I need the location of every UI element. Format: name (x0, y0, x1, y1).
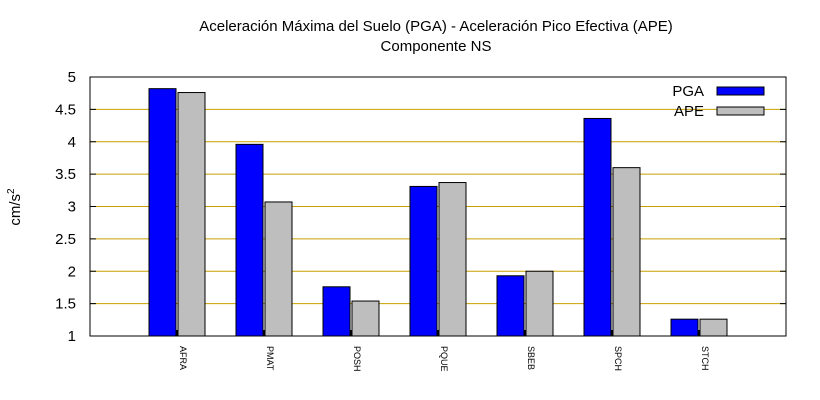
y-tick-label: 3 (68, 199, 76, 216)
chart-subtitle: Componente NS (381, 38, 492, 55)
bar-ape-afra (177, 92, 206, 337)
y-tick-label: 3.5 (55, 166, 76, 183)
bar-ape-pmat (264, 201, 293, 337)
y-tick-label: 4 (68, 134, 76, 151)
y-tick-label: 4.5 (55, 101, 76, 118)
bars (148, 88, 728, 337)
bar-pga-stch (670, 318, 699, 337)
bar-pga-posh (322, 286, 351, 337)
x-tick-label: PMAT (265, 346, 275, 371)
x-tick-label: PQUE (439, 346, 449, 372)
legend-swatch-pga (716, 86, 765, 96)
legend-label-pga: PGA (672, 83, 704, 100)
chart-title: Aceleración Máxima del Suelo (PGA) - Ace… (199, 18, 673, 35)
legend: PGA APE (672, 83, 765, 120)
bar-ape-posh (351, 300, 380, 337)
x-tick-label: POSH (352, 346, 362, 372)
y-tick-label: 1 (68, 328, 76, 345)
bar-pga-spch (583, 117, 612, 337)
bar-pga-pque (409, 185, 438, 337)
plot-frame (89, 76, 787, 337)
x-tick-label: STCH (700, 346, 710, 371)
y-axis-label-exponent: 2 (6, 188, 17, 194)
gridlines (90, 76, 786, 337)
legend-label-ape: APE (674, 103, 704, 120)
bar-ape-stch (699, 318, 728, 337)
x-tick-label: SBEB (526, 346, 536, 370)
bar-pga-afra (148, 88, 177, 337)
y-tick-label: 1.5 (55, 296, 76, 313)
bar-pga-pmat (235, 143, 264, 337)
x-tick-label: SPCH (613, 346, 623, 371)
y-tick-label: 5 (68, 69, 76, 86)
y-axis-label-unit: cm/s (7, 194, 24, 226)
bar-pga-sbeb (496, 275, 525, 337)
bar-ape-pque (438, 182, 467, 337)
bar-ape-spch (612, 167, 641, 337)
bar-ape-sbeb (525, 270, 554, 337)
legend-swatch-ape (716, 106, 765, 116)
x-tick-labels: AFRA PMAT POSH PQUE SBEB SPCH STCH (178, 346, 710, 372)
y-tick-label: 2.5 (55, 231, 76, 248)
y-tick-label: 2 (68, 263, 76, 280)
y-tick-labels: 1 1.5 2 2.5 3 3.5 4 4.5 5 (55, 69, 76, 345)
y-axis-label: cm/s2 (6, 188, 24, 226)
x-tick-label: AFRA (178, 346, 188, 370)
